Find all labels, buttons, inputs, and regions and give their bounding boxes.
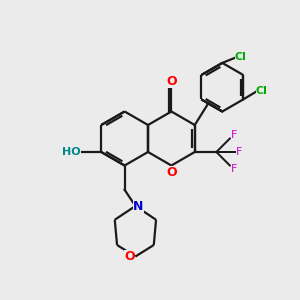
- Text: F: F: [231, 130, 237, 140]
- Text: O: O: [166, 75, 177, 88]
- Text: Cl: Cl: [235, 52, 247, 62]
- Text: Cl: Cl: [256, 86, 268, 96]
- Text: O: O: [166, 166, 177, 179]
- Text: O: O: [124, 250, 135, 263]
- Text: F: F: [231, 164, 237, 173]
- Text: HO: HO: [62, 147, 81, 157]
- Text: N: N: [133, 200, 144, 212]
- Text: F: F: [236, 147, 242, 157]
